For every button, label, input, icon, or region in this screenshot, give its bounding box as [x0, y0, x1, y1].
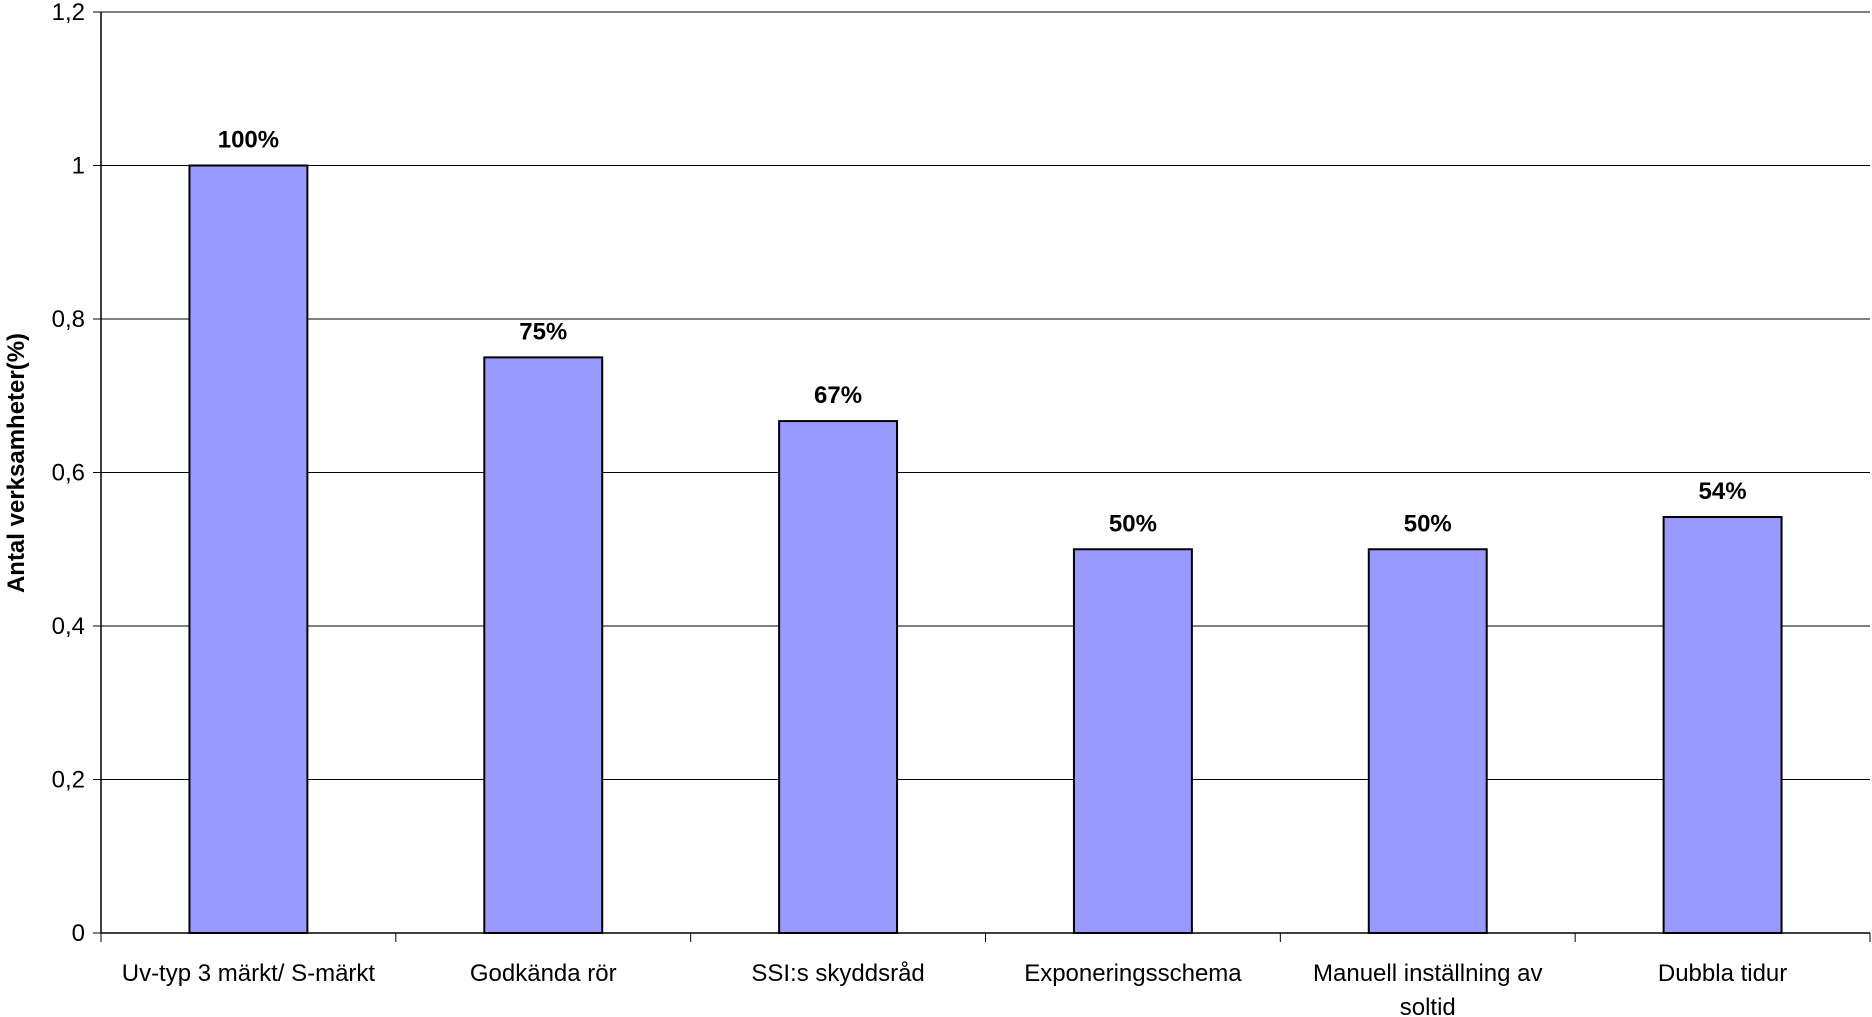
bar — [1662, 516, 1783, 934]
data-label: 50% — [1404, 510, 1452, 537]
x-tick-label: Exponeringsschema — [1024, 960, 1242, 987]
y-tick-label: 1,2 — [52, 0, 85, 26]
y-tick-label: 1 — [72, 153, 85, 180]
bars — [188, 164, 1783, 934]
x-tick-label: Uv-typ 3 märkt/ S-märkt — [122, 960, 376, 987]
y-tick-label: 0,2 — [52, 767, 85, 794]
x-tick-label: SSI:s skyddsråd — [751, 960, 924, 987]
data-label: 54% — [1699, 478, 1747, 505]
labels: 0 0,2 0,4 0,6 0,8 1 1,2 100% Uv-typ 3 märkt/ S-m… — [52, 0, 1788, 1017]
bar — [483, 356, 604, 934]
y-tick-label: 0,4 — [52, 613, 85, 640]
x-tick-label: soltid — [1400, 994, 1456, 1017]
bar — [188, 164, 309, 934]
y-tick-label: 0,6 — [52, 460, 85, 487]
y-tick-label: 0 — [72, 920, 85, 947]
bar — [1072, 548, 1193, 934]
x-tick-label: Dubbla tidur — [1658, 960, 1787, 987]
axes — [93, 11, 1871, 942]
x-tick-label: Godkända rör — [470, 960, 617, 987]
x-tick-label: Manuell inställning av — [1313, 960, 1542, 987]
bar — [778, 420, 899, 934]
data-label: 67% — [814, 382, 862, 409]
y-axis-title: Antal verksamheter(%) — [3, 333, 30, 593]
gridlines — [101, 11, 1870, 780]
y-tick-label: 0,8 — [52, 306, 85, 333]
data-label: 100% — [218, 127, 279, 154]
data-label: 50% — [1109, 510, 1157, 537]
bar — [1367, 548, 1488, 934]
data-label: 75% — [519, 318, 567, 345]
